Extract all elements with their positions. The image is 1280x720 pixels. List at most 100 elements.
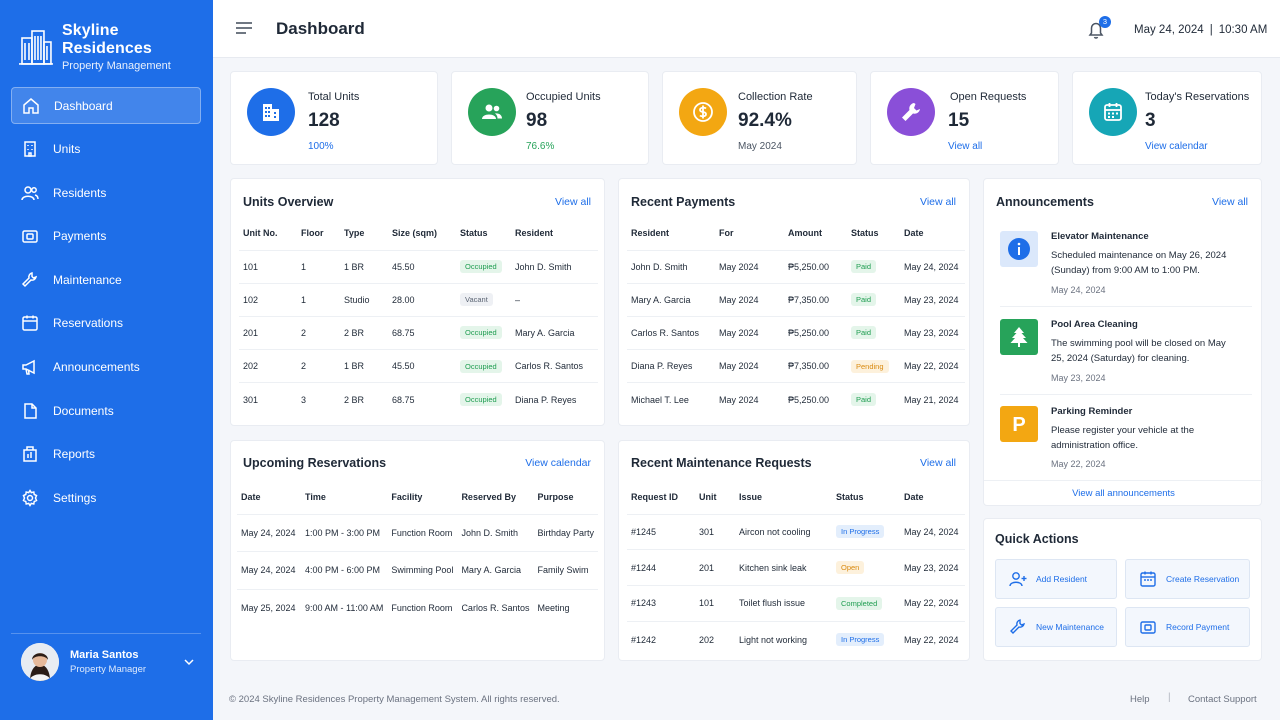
column-header[interactable]: Reserved By: [461, 491, 516, 502]
maintenance-table: Request ID Unit Issue Status Date #1245 3…: [627, 480, 965, 658]
column-header[interactable]: Status: [851, 227, 879, 238]
record-payment-button[interactable]: Record Payment: [1125, 607, 1250, 647]
divider: [1000, 306, 1252, 307]
view-all-announcements-footer-link[interactable]: View all announcements: [1072, 488, 1175, 499]
brand[interactable]: Skyline Residences Property Management: [18, 22, 213, 72]
table-row[interactable]: #1244 201 Kitchen sink leak Open May 23, 202…: [627, 549, 965, 586]
view-all-requests-link[interactable]: View all: [948, 141, 983, 152]
panel-title: Recent Maintenance Requests: [631, 456, 812, 470]
column-header[interactable]: Date: [904, 491, 924, 502]
sidebar-item-dashboard[interactable]: Dashboard: [11, 87, 201, 124]
table-row[interactable]: Mary A. Garcia May 2024 ₱7,350.00 Paid May 2…: [627, 282, 965, 317]
bell-icon[interactable]: [1087, 20, 1105, 40]
table-row[interactable]: 201 2 2 BR 68.75 Occupied Mary A. Garcia: [239, 315, 598, 350]
column-header[interactable]: Resident: [515, 227, 554, 238]
datetime-separator: |: [1209, 24, 1213, 36]
help-link[interactable]: Help: [1130, 694, 1150, 705]
column-header[interactable]: Unit: [699, 491, 717, 502]
table-row[interactable]: May 24, 2024 1:00 PM - 3:00 PM Function Ro…: [237, 513, 598, 552]
add-resident-button[interactable]: Add Resident: [995, 559, 1117, 599]
sidebar-item-reservations[interactable]: Reservations: [11, 305, 201, 342]
column-header[interactable]: Time: [305, 491, 326, 502]
column-header[interactable]: Request ID: [631, 491, 679, 502]
view-all-maintenance-link[interactable]: View all: [920, 457, 956, 469]
column-header[interactable]: Floor: [301, 227, 324, 238]
table-row[interactable]: #1243 101 Toilet flush issue Completed May 2…: [627, 585, 965, 622]
view-calendar-reservations-link[interactable]: View calendar: [525, 457, 591, 469]
column-header[interactable]: Resident: [631, 227, 670, 238]
announcement-item[interactable]: P Parking Reminder Please register your …: [1000, 406, 1252, 476]
sidebar-item-label: Documents: [53, 403, 114, 418]
column-header[interactable]: Facility: [391, 491, 423, 502]
column-header[interactable]: Type: [344, 227, 365, 238]
stat-value: 92.4%: [738, 110, 792, 131]
table-row[interactable]: #1245 301 Aircon not cooling In Progress May…: [627, 513, 965, 550]
sidebar-item-label: Reservations: [53, 316, 124, 331]
building-logo-icon: [18, 30, 53, 65]
table-cell: #1243: [627, 585, 695, 622]
user-name: Maria Santos: [70, 649, 139, 661]
table-row[interactable]: John D. Smith May 2024 ₱5,250.00 Paid May 24…: [627, 249, 965, 284]
stat-sub: 76.6%: [526, 141, 555, 152]
table-row[interactable]: Diana P. Reyes May 2024 ₱7,350.00 Pending Ma…: [627, 349, 965, 383]
new-maintenance-button[interactable]: New Maintenance: [995, 607, 1117, 647]
sidebar-item-units[interactable]: Units: [11, 131, 201, 168]
sidebar-item-reports[interactable]: Reports: [11, 436, 201, 473]
sidebar-item-label: Units: [53, 142, 81, 157]
column-header[interactable]: Status: [460, 227, 488, 238]
column-header[interactable]: Issue: [739, 491, 763, 502]
stat-card-total-units: Total Units 128 100%: [230, 71, 438, 165]
table-row[interactable]: 102 1 Studio 28.00 Vacant –: [239, 282, 598, 317]
table-cell: Diana P. Reyes: [511, 382, 598, 416]
table-row[interactable]: Carlos R. Santos May 2024 ₱5,250.00 Paid May…: [627, 315, 965, 350]
user-profile[interactable]: Maria Santos Property Manager: [11, 633, 201, 681]
view-all-units-link[interactable]: View all: [555, 196, 591, 208]
table-cell: 2 BR: [340, 315, 388, 350]
table-row[interactable]: Michael T. Lee May 2024 ₱5,250.00 Paid May 2…: [627, 382, 965, 416]
contact-support-link[interactable]: Contact Support: [1188, 694, 1257, 705]
view-all-announcements-link[interactable]: View all: [1212, 196, 1248, 208]
table-row[interactable]: #1242 202 Light not working In Progress May …: [627, 620, 965, 658]
create-reservation-button[interactable]: Create Reservation: [1125, 559, 1250, 599]
column-header[interactable]: Amount: [788, 227, 822, 238]
view-all-payments-link[interactable]: View all: [920, 196, 956, 208]
sidebar-item-maintenance[interactable]: Maintenance: [11, 261, 201, 298]
table-cell: Vacant: [456, 282, 511, 317]
status-badge: Occupied: [460, 260, 502, 274]
status-badge: In Progress: [836, 633, 885, 647]
table-row[interactable]: May 25, 2024 9:00 AM - 11:00 AM Function R…: [237, 588, 598, 627]
chevron-down-icon[interactable]: [183, 656, 195, 668]
sidebar-item-documents[interactable]: Documents: [11, 392, 201, 429]
table-cell: Family Swim: [533, 551, 598, 589]
table-row[interactable]: May 24, 2024 4:00 PM - 6:00 PM Swimming Po…: [237, 551, 598, 589]
menu-icon[interactable]: [235, 20, 253, 36]
column-header[interactable]: Size (sqm): [392, 227, 438, 238]
stat-value: 3: [1145, 110, 1156, 131]
column-header[interactable]: Status: [836, 491, 864, 502]
table-row[interactable]: 301 3 2 BR 68.75 Occupied Diana P. Reyes: [239, 382, 598, 416]
table-cell: Function Room: [387, 513, 458, 552]
sidebar-item-residents[interactable]: Residents: [11, 174, 201, 211]
column-header[interactable]: Unit No.: [243, 227, 278, 238]
table-cell: Mary A. Garcia: [511, 315, 598, 350]
table-row[interactable]: 101 1 1 BR 45.50 Occupied John D. Smith: [239, 249, 598, 284]
column-header[interactable]: Date: [241, 491, 261, 502]
announcements-panel: Announcements View all Elevator Maintena…: [983, 178, 1263, 506]
table-row[interactable]: 202 2 1 BR 45.50 Occupied Carlos R. Santos: [239, 349, 598, 383]
user-role: Property Manager: [70, 664, 147, 675]
sidebar-item-settings[interactable]: Settings: [11, 479, 201, 516]
table-cell: 301: [239, 382, 297, 416]
table-cell: May 23, 2024: [900, 549, 965, 586]
column-header[interactable]: For: [719, 227, 734, 238]
sidebar-item-announcements[interactable]: Announcements: [11, 349, 201, 386]
divider: [1000, 394, 1252, 395]
announcement-item[interactable]: Pool Area Cleaning The swimming pool wil…: [1000, 319, 1252, 389]
status-badge: Open: [836, 561, 865, 575]
column-header[interactable]: Date: [904, 227, 924, 238]
table-cell: 1:00 PM - 3:00 PM: [301, 513, 388, 552]
announcement-item[interactable]: Elevator Maintenance Scheduled maintenan…: [1000, 231, 1252, 301]
sidebar-item-payments[interactable]: Payments: [11, 218, 201, 255]
table-cell: Aircon not cooling: [735, 513, 832, 550]
view-calendar-link[interactable]: View calendar: [1145, 141, 1208, 152]
column-header[interactable]: Purpose: [537, 491, 574, 502]
